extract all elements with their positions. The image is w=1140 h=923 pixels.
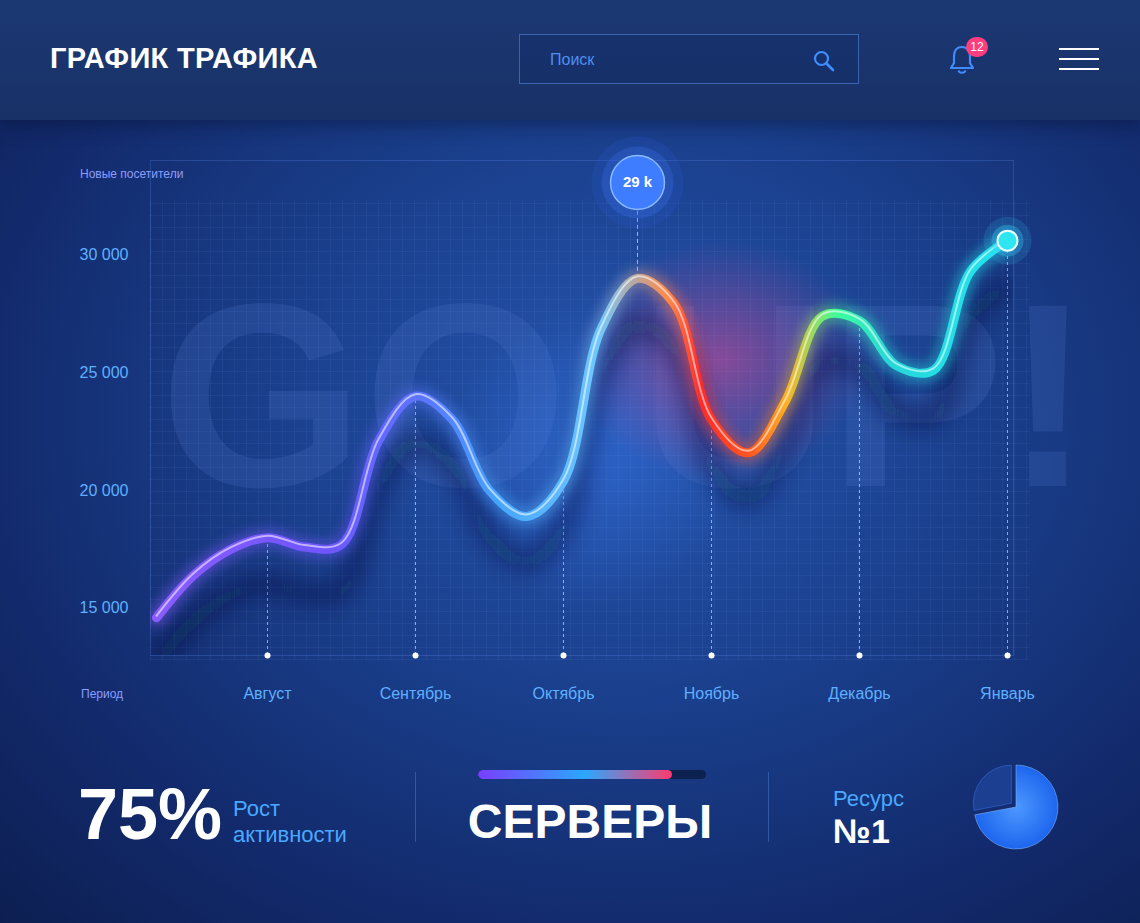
html-text:Поиск: Поиск: [550, 51, 595, 68]
svg-text:30 000: 30 000: [80, 246, 129, 263]
svg-text:20 000: 20 000: [80, 482, 129, 499]
html-text:75%: 75%: [78, 774, 223, 854]
svg-text:15 000: 15 000: [80, 599, 129, 616]
html-text:Новые посетители: Новые посетители: [80, 167, 184, 181]
html-text:Рост: Рост: [233, 796, 280, 821]
html-text:Ресурс: Ресурс: [833, 786, 904, 811]
svg-text:29 k: 29 k: [623, 173, 653, 190]
html-text:Период: Период: [81, 687, 124, 701]
html-text:активности: активности: [233, 822, 347, 847]
svg-text:Ноябрь: Ноябрь: [684, 685, 740, 702]
svg-text:Январь: Январь: [980, 685, 1035, 702]
svg-text:Сентябрь: Сентябрь: [380, 685, 452, 702]
svg-text:25 000: 25 000: [80, 364, 129, 381]
svg-text:Октябрь: Октябрь: [532, 685, 594, 702]
html-text:№1: №1: [833, 812, 890, 850]
html-text:СЕРВЕРЫ: СЕРВЕРЫ: [467, 795, 713, 848]
html-text:GO UP!: GO UP!: [160, 249, 1092, 542]
svg-text:Август: Август: [243, 685, 292, 702]
svg-text:Декабрь: Декабрь: [828, 685, 890, 702]
html-text:12: 12: [970, 40, 984, 54]
html-text:ГРАФИК ТРАФИКА: ГРАФИК ТРАФИКА: [50, 42, 318, 74]
